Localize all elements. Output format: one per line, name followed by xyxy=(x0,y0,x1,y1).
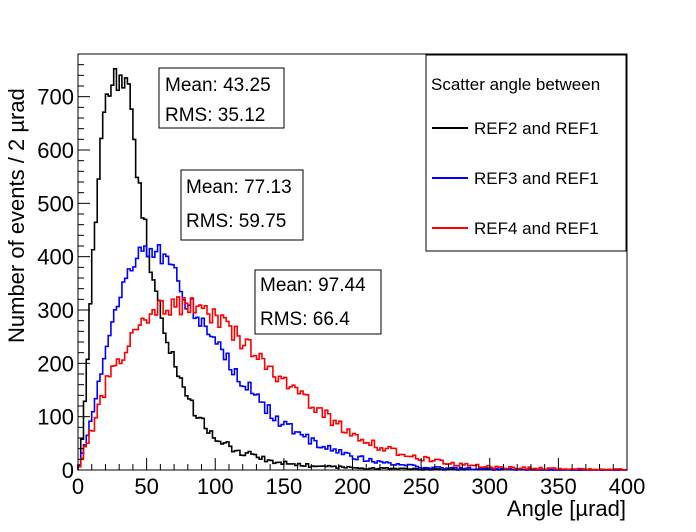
y-tick-label: 100 xyxy=(37,405,74,430)
y-tick-label: 700 xyxy=(37,85,74,110)
stats-ref2-rms: RMS: 35.12 xyxy=(165,105,265,126)
legend: Scatter angle between REF2 and REF1 REF3… xyxy=(425,54,627,252)
stats-box-ref4: Mean: 97.44 RMS: 66.4 xyxy=(254,269,382,335)
x-tick-label: 400 xyxy=(609,474,646,499)
x-tick-label: 100 xyxy=(197,474,234,499)
stats-ref3-rms: RMS: 59.75 xyxy=(186,211,286,232)
legend-label-ref3: REF3 and REF1 xyxy=(474,169,599,188)
x-tick-label: 50 xyxy=(134,474,158,499)
y-tick-label: 300 xyxy=(37,298,74,323)
y-tick-label: 600 xyxy=(37,138,74,163)
y-tick-label: 0 xyxy=(62,458,74,483)
stats-box-ref2: Mean: 43.25 RMS: 35.12 xyxy=(158,67,285,129)
x-tick-label: 150 xyxy=(266,474,303,499)
legend-title: Scatter angle between xyxy=(431,75,600,94)
x-tick-label: 350 xyxy=(540,474,577,499)
x-tick-label: 250 xyxy=(403,474,440,499)
series-ref4 xyxy=(77,296,628,471)
y-tick-label: 500 xyxy=(37,191,74,216)
x-tick-label: 200 xyxy=(334,474,371,499)
stats-ref4-rms: RMS: 66.4 xyxy=(260,309,350,330)
y-axis-title: Number of events / 2 µrad xyxy=(4,88,29,343)
stats-ref2-mean: Mean: 43.25 xyxy=(165,75,271,96)
x-tick-label: 0 xyxy=(72,474,84,499)
stats-ref4-mean: Mean: 97.44 xyxy=(260,275,366,296)
y-tick-label: 200 xyxy=(37,351,74,376)
legend-label-ref4: REF4 and REF1 xyxy=(474,219,599,238)
series-layer xyxy=(77,68,628,471)
stats-box-ref3: Mean: 77.13 RMS: 59.75 xyxy=(180,169,304,241)
x-axis-title: Angle [µrad] xyxy=(507,496,626,521)
x-tick-label: 300 xyxy=(471,474,508,499)
series-ref3 xyxy=(77,243,627,471)
stats-ref3-mean: Mean: 77.13 xyxy=(186,177,292,198)
axis-layer: 0 50 100 150 200 250 300 350 400 0 100 200 300 400 500… xyxy=(37,53,646,499)
legend-label-ref2: REF2 and REF1 xyxy=(474,119,599,138)
y-tick-label: 400 xyxy=(37,245,74,270)
